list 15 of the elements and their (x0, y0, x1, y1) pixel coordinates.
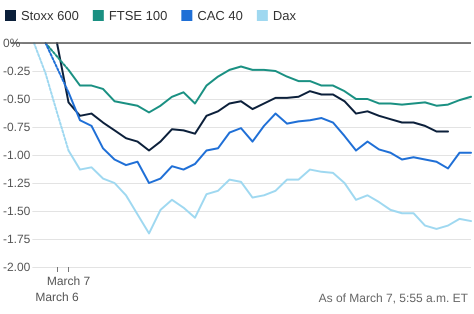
x-tick-label: March 6 (35, 290, 79, 304)
y-tick-label: -2.00 (3, 260, 31, 274)
y-tick-label: -1.00 (3, 148, 31, 162)
legend-label: Dax (272, 8, 296, 23)
legend-label: FTSE 100 (108, 8, 168, 23)
text: As of March 7, 5:55 a.m. ET (318, 291, 469, 305)
legend-label: Stoxx 600 (21, 8, 79, 23)
x-tick-label: March 7 (46, 274, 90, 288)
y-tick-label: -1.75 (3, 232, 31, 246)
y-tick-label: -0.50 (3, 92, 31, 106)
y-tick-label: -0.25 (3, 64, 31, 78)
legend-label: CAC 40 (197, 8, 243, 23)
y-tick-label: -1.50 (3, 204, 31, 218)
y-tick-label: -0.75 (3, 120, 31, 134)
y-tick-label: -1.25 (3, 176, 31, 190)
